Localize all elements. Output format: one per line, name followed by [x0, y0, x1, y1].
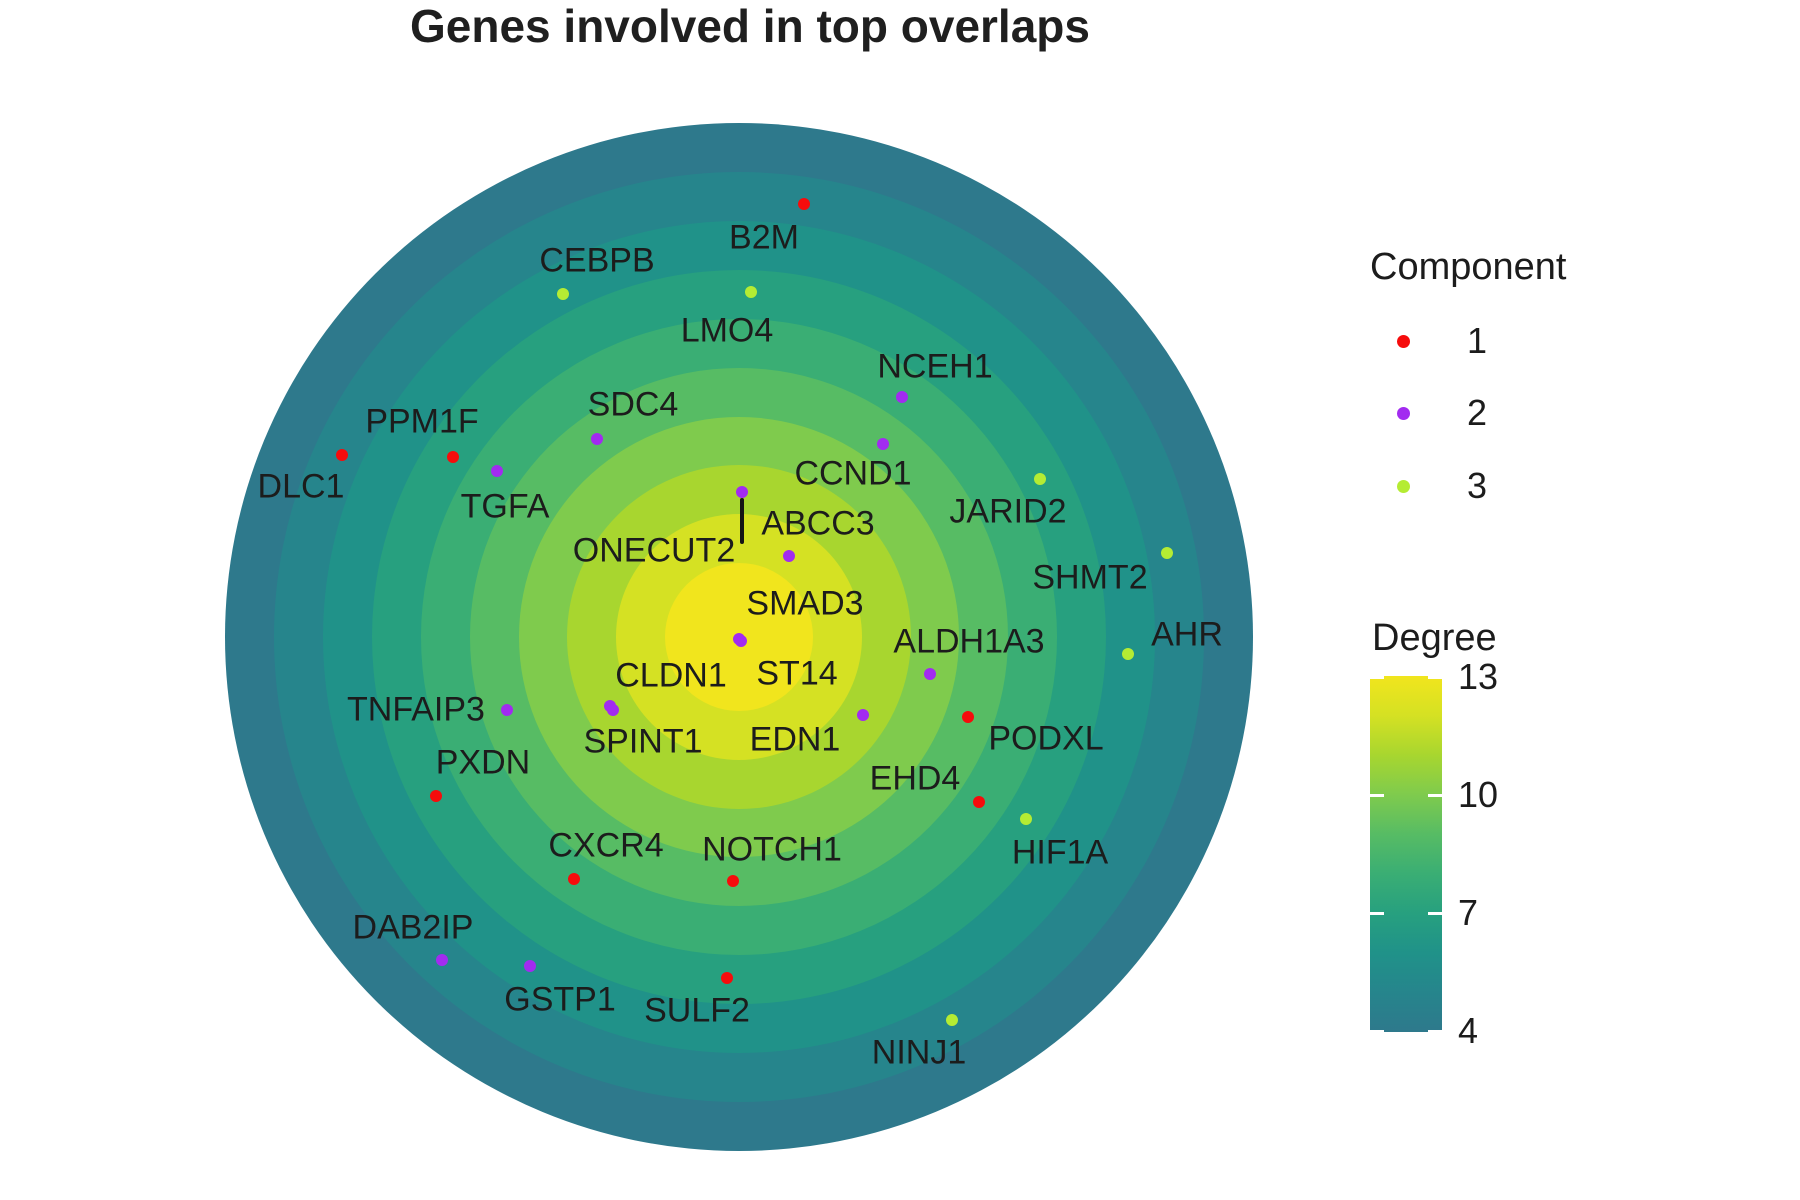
gene-label-CEBPB: CEBPB [539, 241, 655, 280]
gene-label-SDC4: SDC4 [587, 385, 679, 424]
gene-dot-DLC1 [336, 449, 348, 461]
gene-label-PPM1F: PPM1F [365, 402, 479, 441]
colorbar-tick-left-10 [1370, 793, 1384, 797]
gene-label-TGFA: TGFA [460, 487, 550, 526]
gene-dot-TNFAIP3 [501, 704, 513, 716]
gene-dot-EHD4 [973, 796, 985, 808]
gene-dot-SHMT2 [1161, 547, 1173, 559]
gene-label-NINJ1: NINJ1 [871, 1033, 967, 1072]
gene-dot-LMO4 [745, 286, 757, 298]
gene-label-GSTP1: GSTP1 [504, 980, 616, 1019]
gene-label-ST14: ST14 [756, 654, 838, 693]
colorbar-tick-right-13 [1428, 675, 1442, 679]
gene-dot-SULF2 [721, 972, 733, 984]
gene-dot-SDC4 [591, 433, 603, 445]
onecut2-leader-line [740, 498, 744, 544]
gene-label-ALDH1A3: ALDH1A3 [893, 622, 1045, 661]
gene-dot-CEBPB [557, 288, 569, 300]
gene-dot-JARID2 [1034, 473, 1046, 485]
gene-dot-NOTCH1 [727, 875, 739, 887]
gene-label-SHMT2: SHMT2 [1032, 558, 1148, 597]
gene-label-SULF2: SULF2 [644, 991, 750, 1030]
colorbar-tick-label-10: 10 [1458, 774, 1499, 815]
gene-dot-ABCC3 [783, 550, 795, 562]
component-legend-title: Component [1370, 246, 1567, 288]
gene-label-ABCC3: ABCC3 [761, 504, 875, 543]
gene-label-HIF1A: HIF1A [1011, 833, 1109, 872]
gene-label-PXDN: PXDN [435, 743, 531, 782]
colorbar-tick-left-7 [1370, 911, 1384, 915]
gene-dot-CCND1 [877, 438, 889, 450]
gene-label-JARID2: JARID2 [949, 492, 1067, 531]
gene-label-SPINT1: SPINT1 [583, 722, 703, 761]
gene-label-AHR: AHR [1151, 615, 1223, 654]
gene-label-ONECUT2: ONECUT2 [572, 531, 736, 570]
gene-dot-ALDH1A3 [924, 668, 936, 680]
component-legend-label-2: 2 [1467, 392, 1488, 433]
chart-title: Genes involved in top overlaps [410, 0, 1090, 52]
gene-dot-TGFA [491, 465, 503, 477]
colorbar-tick-label-4: 4 [1458, 1010, 1479, 1051]
gene-dot-SPINT1 [607, 704, 619, 716]
gene-dot-DAB2IP [436, 954, 448, 966]
gene-label-EDN1: EDN1 [749, 720, 841, 759]
component-legend-label-3: 3 [1467, 465, 1488, 506]
gene-dot-ONECUT2 [736, 486, 748, 498]
gene-dot-B2M [798, 198, 810, 210]
gene-label-SMAD3: SMAD3 [746, 584, 864, 623]
gene-label-TNFAIP3: TNFAIP3 [347, 690, 485, 729]
colorbar-tick-left-13 [1370, 675, 1384, 679]
colorbar-tick-label-13: 13 [1458, 656, 1499, 697]
gene-label-EHD4: EHD4 [869, 759, 961, 798]
gene-label-LMO4: LMO4 [680, 311, 774, 350]
colorbar-tick-left-4 [1370, 1029, 1384, 1033]
gene-label-CLDN1: CLDN1 [615, 656, 727, 695]
gene-dot-ST14 [735, 635, 747, 647]
component-legend-dot-3 [1397, 480, 1410, 493]
gene-dot-GSTP1 [524, 960, 536, 972]
colorbar-tick-right-4 [1428, 1029, 1442, 1033]
gene-dot-HIF1A [1020, 813, 1032, 825]
gene-label-NCEH1: NCEH1 [877, 347, 993, 386]
gene-dot-CXCR4 [568, 873, 580, 885]
colorbar-tick-right-7 [1428, 911, 1442, 915]
gene-dot-NINJ1 [946, 1014, 958, 1026]
gene-label-NOTCH1: NOTCH1 [702, 830, 842, 869]
gene-label-CXCR4: CXCR4 [548, 826, 664, 865]
gene-label-B2M: B2M [729, 218, 799, 257]
component-legend-label-1: 1 [1467, 320, 1488, 361]
component-legend-dot-2 [1397, 407, 1410, 420]
gene-dot-PXDN [430, 790, 442, 802]
gene-dot-PPM1F [447, 451, 459, 463]
gene-dot-PODXL [962, 711, 974, 723]
gene-label-PODXL: PODXL [988, 719, 1104, 758]
gene-label-DAB2IP: DAB2IP [352, 908, 474, 947]
gene-label-CCND1: CCND1 [794, 454, 912, 493]
degree-legend-title: Degree [1372, 617, 1497, 659]
gene-dot-AHR [1122, 648, 1134, 660]
gene-dot-NCEH1 [896, 391, 908, 403]
colorbar-tick-label-7: 7 [1458, 892, 1479, 933]
gene-label-DLC1: DLC1 [257, 467, 345, 506]
gene-dot-EDN1 [857, 709, 869, 721]
degree-colorbar [1370, 676, 1442, 1032]
colorbar-tick-right-10 [1428, 793, 1442, 797]
component-legend-dot-1 [1397, 335, 1410, 348]
